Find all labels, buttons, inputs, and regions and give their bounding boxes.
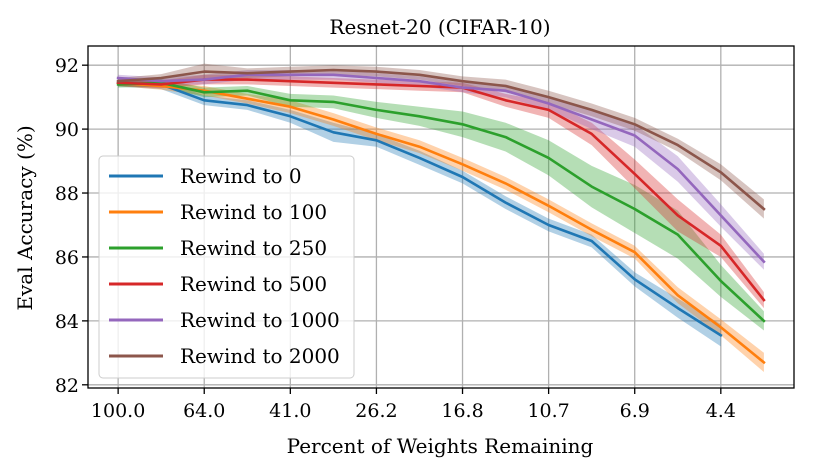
series-line: [116, 81, 766, 365]
x-tick-label: 41.0: [269, 400, 311, 422]
x-tick-label: 10.7: [527, 400, 569, 422]
series-band: [118, 74, 764, 309]
legend-label: Rewind to 2000: [180, 344, 340, 368]
series-band: [118, 78, 764, 331]
series-line: [116, 68, 766, 211]
legend-label: Rewind to 500: [180, 272, 327, 296]
x-tick-label: 26.2: [355, 400, 397, 422]
x-axis-title: Percent of Weights Remaining: [287, 434, 594, 458]
y-tick-label: 90: [55, 119, 79, 141]
series-line: [116, 81, 723, 338]
x-tick-label: 6.9: [620, 400, 650, 422]
x-tick-label: 16.8: [441, 400, 483, 422]
x-axis-ticks: 100.0 64.0 41.0 26.2 16.8 10.7 6.9 4.4: [91, 388, 736, 422]
series-lines: [116, 68, 766, 365]
legend-label: Rewind to 1000: [180, 308, 340, 332]
y-tick-label: 82: [55, 375, 79, 397]
legend-label: Rewind to 0: [180, 164, 302, 188]
y-tick-label: 92: [55, 55, 79, 77]
x-tick-label: 64.0: [183, 400, 225, 422]
y-tick-label: 88: [55, 183, 79, 205]
legend: Rewind to 0 Rewind to 100 Rewind to 250 Rew…: [98, 155, 355, 379]
legend-label: Rewind to 100: [180, 200, 327, 224]
x-tick-label: 4.4: [706, 400, 736, 422]
y-tick-label: 84: [55, 311, 79, 333]
y-axis-ticks: 82 84 86 88 90 92: [55, 55, 88, 397]
y-axis-title: Eval Accuracy (%): [13, 125, 37, 310]
chart-title: Resnet-20 (CIFAR-10): [329, 15, 550, 39]
legend-label: Rewind to 250: [180, 236, 327, 260]
plot-area-frame: [87, 45, 795, 389]
y-tick-label: 86: [55, 247, 79, 269]
x-tick-label: 100.0: [91, 400, 145, 422]
series-line: [116, 81, 766, 323]
series-line: [116, 78, 766, 302]
series-line: [116, 73, 766, 264]
series-band: [118, 70, 764, 270]
